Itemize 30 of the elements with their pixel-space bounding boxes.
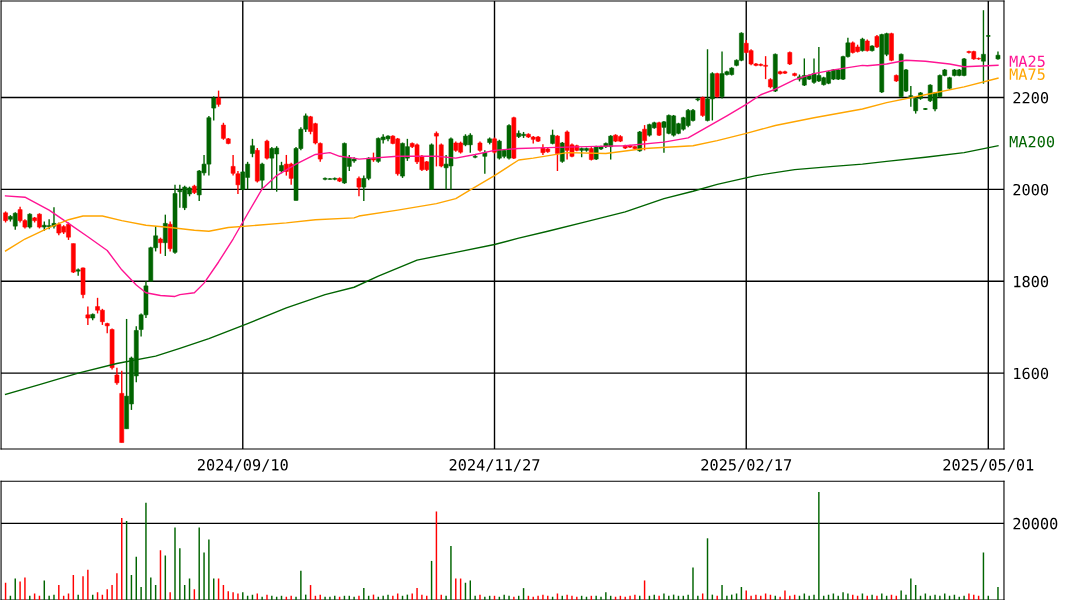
candlestick bbox=[264, 139, 270, 161]
candlestick bbox=[482, 149, 488, 175]
candlestick bbox=[356, 175, 362, 197]
line-series bbox=[4, 59, 999, 298]
y-tick-label: 2000 bbox=[1013, 183, 1049, 196]
candlestick bbox=[555, 134, 560, 172]
candlestick bbox=[75, 267, 81, 277]
candlestick bbox=[259, 162, 265, 191]
candlestick bbox=[250, 138, 255, 158]
candlestick bbox=[642, 124, 647, 152]
y-tick-label: 1800 bbox=[1014, 275, 1049, 288]
x-tick-label: 2025/05/01 bbox=[943, 459, 1034, 472]
candlestick bbox=[269, 146, 275, 191]
series-label: MA75 bbox=[1009, 68, 1045, 80]
candlestick bbox=[981, 9, 986, 85]
candlestick bbox=[467, 132, 473, 154]
candlestick bbox=[497, 139, 502, 161]
y-tick-label: 2200 bbox=[1013, 92, 1049, 104]
candlestick bbox=[376, 136, 381, 164]
line-series bbox=[4, 77, 999, 252]
x-tick-label: 2024/09/10 bbox=[197, 459, 288, 472]
candlestick bbox=[434, 130, 439, 168]
y-tick-label: 1600 bbox=[1014, 367, 1049, 380]
series-label: MA200 bbox=[1009, 135, 1055, 148]
candlestick bbox=[85, 305, 91, 326]
y-tick-label: 20000 bbox=[1013, 517, 1058, 530]
series-label: MA25 bbox=[1009, 55, 1045, 68]
candlestick bbox=[719, 50, 725, 100]
x-tick-label: 2025/02/17 bbox=[701, 459, 792, 472]
x-tick-label: 2024/11/27 bbox=[449, 459, 540, 472]
